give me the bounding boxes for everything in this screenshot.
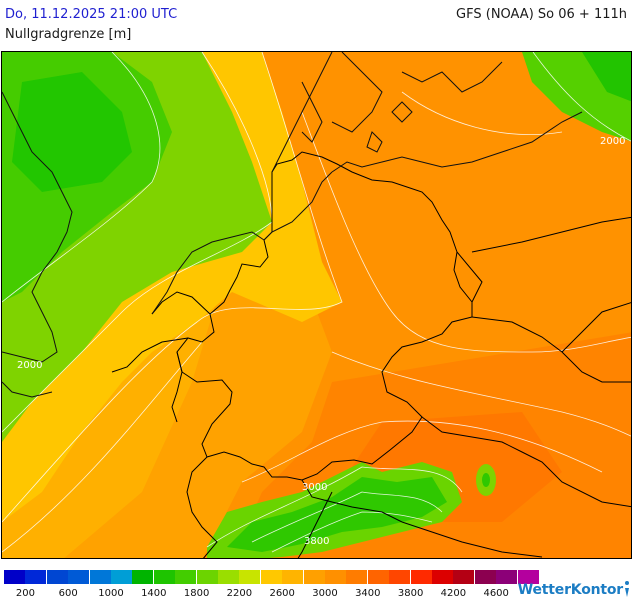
legend-swatch <box>367 570 389 584</box>
wetterkontor-logo: WetterKontor <box>517 582 623 598</box>
freezing-level-map[interactable]: 2000 2000 3000 3800 <box>1 51 632 559</box>
legend-tick-label: 3400 <box>355 588 381 599</box>
forecast-datetime: Do, 11.12.2025 21:00 UTC <box>5 7 178 22</box>
legend-swatch <box>260 570 282 584</box>
legend-swatch <box>89 570 111 584</box>
legend-swatch <box>517 570 539 584</box>
contour-label: 2000 <box>17 360 42 371</box>
legend-swatch <box>325 570 346 584</box>
legend-tick-label: 2200 <box>226 588 253 599</box>
legend-tick-label: 4600 <box>483 588 509 599</box>
legend-tick-label: 1400 <box>141 588 167 599</box>
legend-swatch <box>474 570 496 584</box>
legend-swatch <box>132 570 154 584</box>
legend-tick-label: 1800 <box>183 588 210 599</box>
legend-swatch <box>432 570 453 584</box>
legend-swatch <box>346 570 368 584</box>
contour-label: 3800 <box>304 536 329 547</box>
legend-tick-label: 1000 <box>98 588 124 599</box>
legend-swatch <box>282 570 304 584</box>
variable-title: Nullgradgrenze [m] <box>5 27 132 42</box>
model-run-label: GFS (NOAA) So 06 + 111h <box>456 7 627 22</box>
contour-label: 3000 <box>302 482 327 493</box>
legend-swatch <box>239 570 261 584</box>
legend-tick-label: 200 <box>15 588 35 599</box>
legend-tick-label: 600 <box>58 588 78 599</box>
legend-swatch <box>389 570 411 584</box>
legend-tick-label: 2600 <box>269 588 295 599</box>
legend-swatch <box>218 570 239 584</box>
legend-swatch <box>4 570 25 584</box>
legend-swatch <box>175 570 197 584</box>
legend-swatch <box>68 570 90 584</box>
legend-swatch <box>453 570 475 584</box>
legend-swatch <box>196 570 218 584</box>
contour-label: 2000 <box>600 136 625 147</box>
legend-swatch <box>496 570 518 584</box>
legend-swatch <box>303 570 325 584</box>
legend-swatch <box>46 570 68 584</box>
legend-swatch <box>25 570 47 584</box>
logo-mark-icon <box>625 581 629 597</box>
legend-swatch <box>111 570 132 584</box>
legend-swatch <box>410 570 432 584</box>
legend-tick-label: 3000 <box>312 588 338 599</box>
legend-tick-label: 4200 <box>440 588 467 599</box>
legend-swatch <box>153 570 175 584</box>
legend-tick-label: 3800 <box>397 588 424 599</box>
